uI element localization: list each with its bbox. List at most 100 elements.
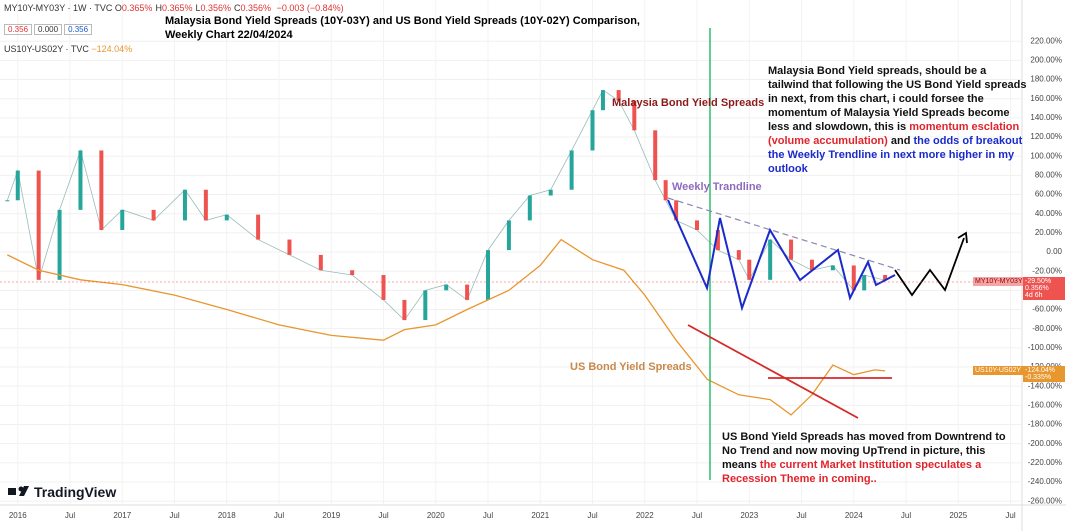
symbol: US10Y-US02Y · TVC (4, 44, 89, 54)
candle (15, 170, 20, 201)
value: −124.04% (91, 44, 133, 54)
candle (548, 189, 553, 196)
downtrend-line (687, 324, 859, 419)
x-tick-label: 2019 (322, 511, 340, 520)
logo: TradingView (34, 484, 117, 500)
candle (663, 180, 668, 201)
y-tick-label: 220.00% (1030, 36, 1062, 45)
y-tick-label: -180.00% (1028, 420, 1062, 429)
candle (151, 209, 156, 221)
candle (600, 90, 605, 111)
candle (830, 265, 835, 271)
candle (883, 275, 888, 281)
logo-icon (19, 486, 29, 496)
ohlc-key: L (195, 3, 201, 13)
x-tick-label: 2022 (636, 511, 654, 520)
candle (569, 150, 574, 190)
ohlc-value: 0.365% (121, 3, 153, 13)
x-tick-label: Jul (692, 511, 702, 520)
y-tick-label: 80.00% (1035, 170, 1062, 179)
drawings (0, 28, 1022, 496)
legend-row-2: US10Y-US02Y · TVC −124.04% (4, 44, 132, 54)
annotation: Weekly Trandline (672, 181, 762, 193)
candle (809, 259, 814, 271)
candle (99, 150, 104, 230)
note: Malaysia Bond Yield spreads, should be a… (768, 64, 1030, 176)
x-tick-label: 2021 (531, 511, 549, 520)
y-tick-label: 60.00% (1035, 190, 1062, 199)
candle (715, 229, 720, 251)
candle (632, 100, 637, 131)
x-tick-label: Jul (274, 511, 284, 520)
candle (465, 284, 470, 300)
series-line (7, 238, 886, 416)
x-tick-label: 2018 (218, 511, 236, 520)
candle (851, 265, 856, 291)
candle (768, 239, 773, 280)
annotation: US Bond Yield Spreads (570, 361, 692, 373)
candle (224, 214, 229, 221)
badge-text: 4d 6h (1025, 292, 1043, 299)
x-tick-label: 2024 (845, 511, 863, 520)
candle (182, 189, 187, 221)
note-text: US Bond Yield Spreads has moved from Dow… (722, 431, 1006, 471)
x-tick-label: Jul (1005, 511, 1015, 520)
candle (203, 189, 208, 221)
candle (486, 250, 491, 300)
candle (57, 209, 62, 280)
y-tick-label: -240.00% (1028, 477, 1062, 486)
candle (736, 250, 741, 260)
candle (78, 150, 83, 210)
candle (747, 259, 752, 280)
logo-icon (8, 488, 16, 495)
candle (318, 254, 323, 271)
candle (423, 290, 428, 321)
y-tick-label: 120.00% (1030, 132, 1062, 141)
candle (444, 284, 449, 291)
candle (36, 170, 41, 280)
ohlc-value: 0.356% (200, 3, 232, 13)
chart-title: Malaysia Bond Yield Spreads (10Y-03Y) an… (165, 14, 640, 42)
candle (527, 195, 532, 221)
legend-row: MY10Y-MY03Y · 1W · TVC O0.365% H0.365% L0.… (4, 3, 344, 13)
y-tick-label: 140.00% (1030, 113, 1062, 122)
arrow-head (957, 231, 968, 244)
x-tick-label: Jul (65, 511, 75, 520)
projection-arrow (894, 237, 965, 297)
note-text: and (887, 135, 914, 147)
ohlc-key: H (155, 3, 162, 13)
badge: -29.50% 0.356% 4d 6h (1023, 277, 1065, 300)
candle (789, 239, 794, 260)
y-tick-label: -80.00% (1032, 324, 1062, 333)
candle (120, 209, 125, 230)
badge-text: -124.04% (1025, 367, 1055, 374)
ohlc-value: 0.356% (240, 3, 272, 13)
x-tick-label: Jul (378, 511, 388, 520)
candle (381, 275, 386, 300)
title-line: Malaysia Bond Yield Spreads (10Y-03Y) an… (165, 15, 640, 27)
note-text: momentum esclation (volume accumulation) (768, 121, 1020, 147)
y-tick-label: 180.00% (1030, 75, 1062, 84)
value-boxes: 0.356 0.000 0.356 (4, 24, 94, 35)
badge: MY10Y-MY03Y (973, 277, 1025, 286)
y-tick-label: -60.00% (1032, 305, 1062, 314)
x-tick-label: 2025 (949, 511, 967, 520)
x-tick-label: Jul (483, 511, 493, 520)
x-tick-label: Jul (901, 511, 911, 520)
box: 0.000 (34, 24, 63, 35)
note-text: the current Market Institution speculate… (722, 459, 982, 485)
candle (402, 299, 407, 321)
candle (695, 220, 700, 230)
candle (5, 200, 10, 202)
candle (590, 110, 595, 151)
candle (350, 270, 355, 276)
candle (256, 214, 261, 240)
x-tick-label: 2023 (740, 511, 758, 520)
note: US Bond Yield Spreads has moved from Dow… (722, 430, 1022, 486)
title-line: Weekly Chart 22/04/2024 (165, 29, 293, 41)
y-tick-label: 100.00% (1030, 151, 1062, 160)
zigzag (667, 199, 896, 312)
badge-text: 0.356% (1025, 285, 1049, 292)
